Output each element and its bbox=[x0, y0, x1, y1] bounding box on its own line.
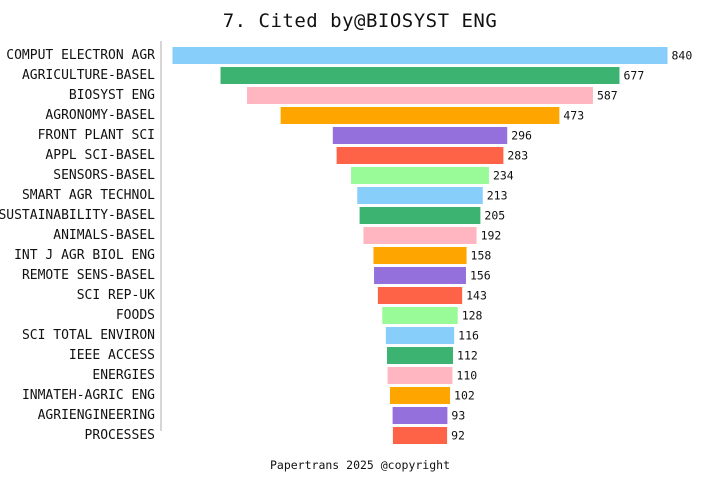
y-tick-label: ANIMALS-BASEL bbox=[53, 228, 155, 243]
bar bbox=[247, 87, 593, 104]
bar bbox=[389, 387, 451, 404]
bar bbox=[363, 227, 477, 244]
y-tick-label: FRONT PLANT SCI bbox=[38, 128, 155, 143]
bar bbox=[385, 327, 455, 344]
data-label: 158 bbox=[471, 249, 492, 263]
bar bbox=[172, 47, 668, 64]
data-label: 283 bbox=[507, 149, 528, 163]
data-label: 102 bbox=[454, 389, 475, 403]
data-label: 93 bbox=[451, 409, 465, 423]
bar bbox=[332, 127, 508, 144]
data-label: 192 bbox=[481, 229, 502, 243]
data-label: 587 bbox=[597, 89, 618, 103]
data-label: 473 bbox=[563, 109, 584, 123]
chart-footer: Papertrans 2025 @copyright bbox=[269, 458, 450, 472]
bar bbox=[280, 107, 560, 124]
bar bbox=[373, 247, 467, 264]
y-tick-label: BIOSYST ENG bbox=[69, 88, 155, 103]
y-tick-label: PROCESSES bbox=[85, 428, 155, 443]
data-label: 205 bbox=[484, 209, 505, 223]
bar bbox=[392, 427, 448, 444]
y-tick-label: INMATEH-AGRIC ENG bbox=[22, 388, 155, 403]
bar bbox=[387, 347, 453, 364]
y-tick-label: AGRICULTURE-BASEL bbox=[22, 68, 155, 83]
data-label: 143 bbox=[466, 289, 487, 303]
y-tick-label: SCI REP-UK bbox=[77, 288, 155, 303]
y-tick-label: IEEE ACCESS bbox=[69, 348, 155, 363]
data-label: 296 bbox=[511, 129, 532, 143]
data-label: 677 bbox=[623, 69, 644, 83]
y-tick-label: SENSORS-BASEL bbox=[53, 168, 155, 183]
bar bbox=[336, 147, 504, 164]
y-tick-label: AGRONOMY-BASEL bbox=[45, 108, 155, 123]
bar bbox=[382, 307, 458, 324]
chart-title: 7. Cited by@BIOSYST ENG bbox=[222, 10, 498, 32]
y-tick-label: APPL SCI-BASEL bbox=[45, 148, 155, 163]
bar bbox=[357, 187, 483, 204]
bar bbox=[377, 287, 463, 304]
bar bbox=[392, 407, 448, 424]
y-tick-label: SCI TOTAL ENVIRON bbox=[22, 328, 155, 343]
data-label: 110 bbox=[456, 369, 477, 383]
data-label: 840 bbox=[672, 49, 693, 63]
y-tick-label: REMOTE SENS-BASEL bbox=[22, 268, 155, 283]
y-tick-label: SUSTAINABILITY-BASEL bbox=[0, 208, 155, 223]
data-label: 234 bbox=[493, 169, 514, 183]
bar bbox=[351, 167, 489, 184]
data-label: 156 bbox=[470, 269, 491, 283]
bar bbox=[359, 207, 481, 224]
data-label: 128 bbox=[462, 309, 483, 323]
y-tick-label: INT J AGR BIOL ENG bbox=[14, 248, 155, 263]
data-label: 92 bbox=[451, 429, 465, 443]
data-label: 112 bbox=[457, 349, 478, 363]
bar bbox=[374, 267, 466, 284]
y-tick-label: FOODS bbox=[116, 308, 155, 323]
data-label: 213 bbox=[487, 189, 508, 203]
data-label: 116 bbox=[458, 329, 479, 343]
y-tick-label: SMART AGR TECHNOL bbox=[22, 188, 155, 203]
bar bbox=[387, 367, 453, 384]
y-tick-label: ENERGIES bbox=[92, 368, 155, 383]
y-tick-label: AGRIENGINEERING bbox=[38, 408, 156, 423]
y-tick-label: COMPUT ELECTRON AGR bbox=[6, 48, 155, 63]
bar bbox=[220, 67, 620, 84]
